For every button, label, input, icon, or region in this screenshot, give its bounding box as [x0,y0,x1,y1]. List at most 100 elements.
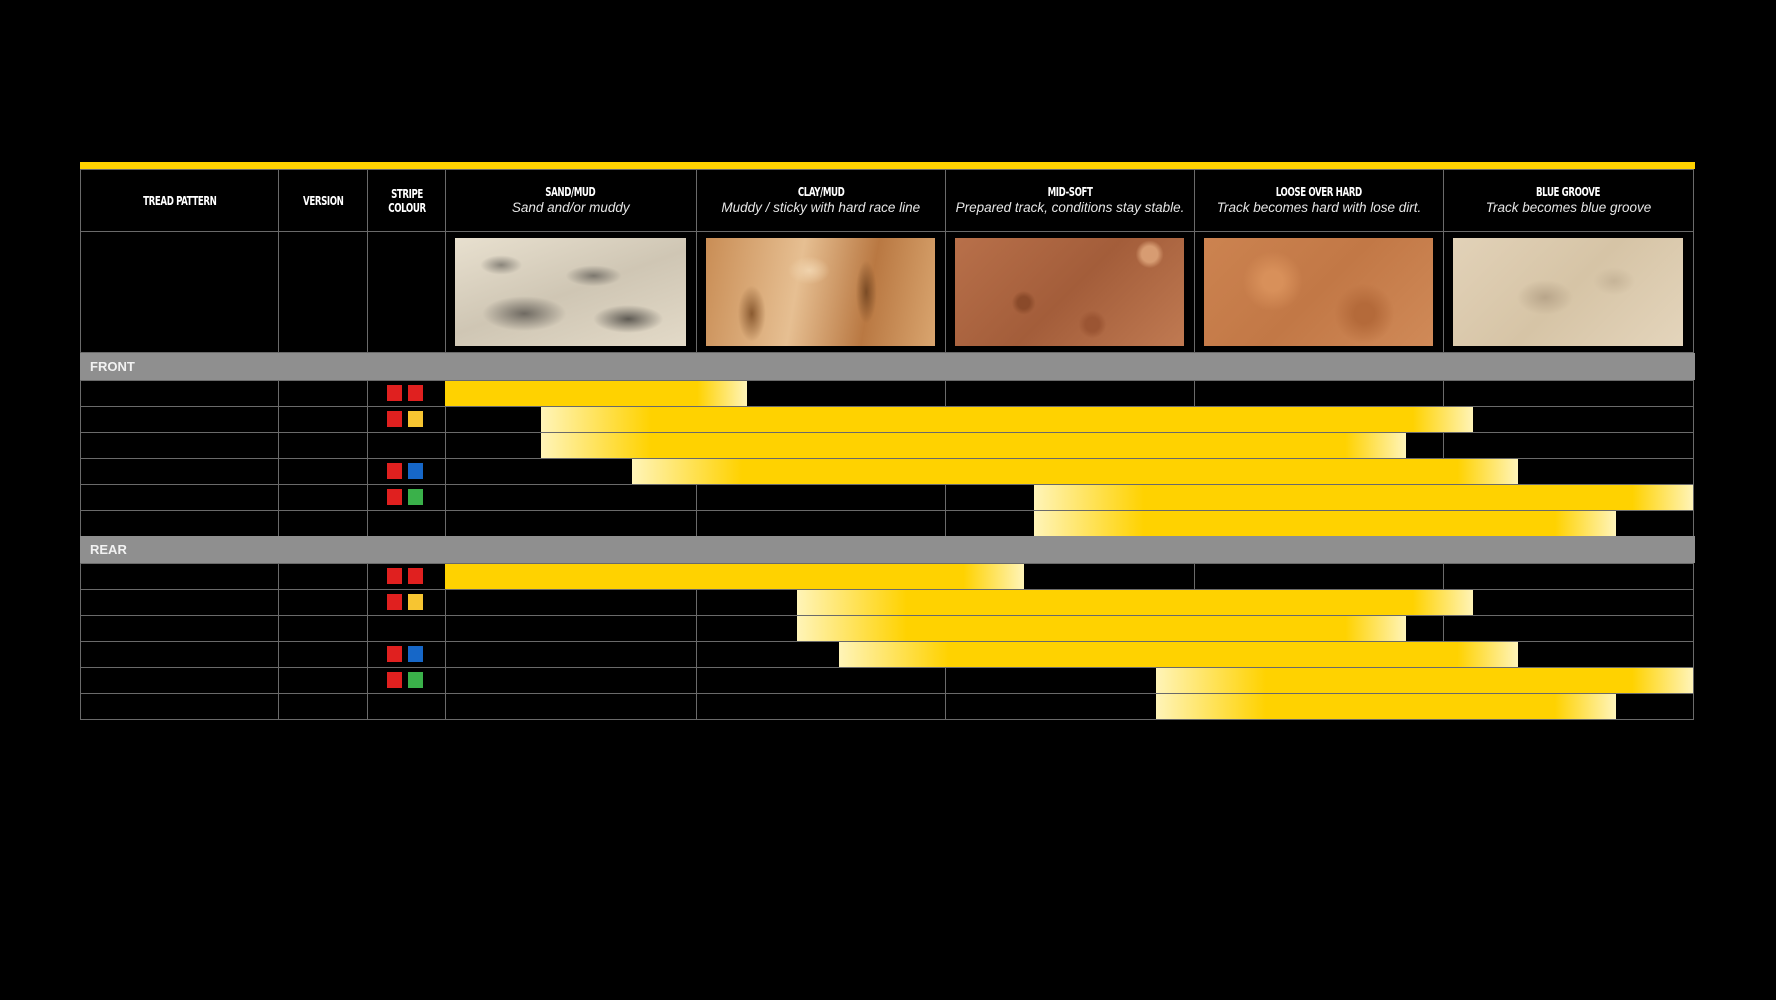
table-cell [695,510,946,537]
clay-texture-image [705,238,935,346]
accent-top-bar [80,162,1695,169]
column-title: LOOSE OVER HARD [1275,185,1363,199]
table-cell [945,693,1195,720]
loose-dirt-texture-image [1204,238,1433,346]
table-cell [80,510,279,537]
table-cell [1443,432,1694,459]
column-subtitle: Track becomes blue groove [1485,200,1652,215]
table-cell [80,693,279,720]
condition-range-bar [445,381,748,406]
image-cell-mid-soft [945,231,1195,353]
stripe-swatch-yellow [408,594,423,610]
stripe-swatch-yellow [408,411,423,427]
table-cell [80,667,279,694]
table-cell [367,484,446,511]
stripe-swatch-red [387,568,402,584]
table-cell [945,380,1195,407]
table-cell [367,667,446,694]
image-cell-version [278,231,368,353]
column-subtitle: Track becomes hard with lose dirt. [1216,200,1422,215]
table-cell [80,380,279,407]
column-title: TREAD PATTERN [142,193,217,208]
column-title: VERSION [302,193,344,208]
image-cell-sand-mud [445,231,697,353]
condition-range-bar [1156,668,1693,693]
column-subtitle: Sand and/or muddy [511,200,630,215]
table-cell [445,510,697,537]
column-header-loose-over-hard: LOOSE OVER HARD Track becomes hard with l… [1194,169,1444,232]
table-cell [1194,563,1444,590]
table-cell [278,563,368,590]
mid-soft-dirt-texture-image [955,238,1184,346]
table-cell [80,563,279,590]
table-cell [278,458,368,485]
table-cell [278,510,368,537]
section-band-rear: REAR [80,536,1695,563]
table-cell [445,693,697,720]
table-cell [445,484,697,511]
column-header-version: VERSION [278,169,368,232]
stripe-swatch-red [387,411,402,427]
table-cell [278,406,368,433]
table-cell [367,458,446,485]
stripe-swatch-blue [408,463,423,479]
column-header-tread-pattern: TREAD PATTERN [80,169,279,232]
column-subtitle: Muddy / sticky with hard race line [721,200,921,215]
column-header-mid-soft: MID-SOFT Prepared track, conditions stay … [945,169,1195,232]
column-header-clay-mud: CLAY/MUD Muddy / sticky with hard race li… [695,169,946,232]
column-subtitle: Prepared track, conditions stay stable. [955,200,1185,215]
table-cell [445,641,697,668]
table-cell [80,484,279,511]
table-cell [80,589,279,616]
condition-range-bar [839,642,1519,667]
table-cell [695,667,946,694]
image-cell-tread-pattern [80,231,279,353]
stripe-swatch-red [387,646,402,662]
column-title: SAND/MUD [545,185,596,199]
table-cell [278,667,368,694]
stripe-swatch-green [408,489,423,505]
stripe-swatch-red [387,385,402,401]
table-cell [695,693,946,720]
table-cell [1443,380,1694,407]
table-cell [278,432,368,459]
stripe-swatch-red [408,568,423,584]
stripe-swatch-red [387,672,402,688]
table-cell [367,406,446,433]
table-cell [278,693,368,720]
condition-range-bar [1034,485,1693,510]
table-cell [367,615,446,642]
column-title: MID-SOFT [1047,185,1093,199]
table-cell [367,693,446,720]
image-cell-loose-over-hard [1194,231,1444,353]
table-cell [367,589,446,616]
column-header-sand-mud: SAND/MUD Sand and/or muddy [445,169,697,232]
column-title: BLUE GROOVE [1536,185,1601,199]
table-cell [80,458,279,485]
stripe-swatch-red [387,463,402,479]
table-cell [445,615,697,642]
stripe-swatch-blue [408,646,423,662]
table-cell [1443,406,1694,433]
table-cell [367,563,446,590]
column-header-stripe-colour: STRIPE COLOUR [367,169,446,232]
table-cell [367,641,446,668]
table-cell [445,589,697,616]
section-band-front: FRONT [80,353,1695,380]
stripe-swatch-red [408,385,423,401]
condition-range-bar [1156,694,1616,719]
image-cell-blue-groove [1443,231,1694,353]
table-cell [278,380,368,407]
stripe-swatch-red [387,594,402,610]
blue-groove-texture-image [1453,238,1683,346]
image-cell-clay-mud [695,231,946,353]
column-header-blue-groove: BLUE GROOVE Track becomes blue groove [1443,169,1694,232]
table-cell [1194,380,1444,407]
column-title: CLAY/MUD [797,185,845,199]
table-cell [367,380,446,407]
image-cell-stripe-colour [367,231,446,353]
sand-texture-image [455,238,686,346]
condition-range-bar [541,407,1474,432]
table-cell [367,510,446,537]
condition-range-bar [1034,511,1616,536]
